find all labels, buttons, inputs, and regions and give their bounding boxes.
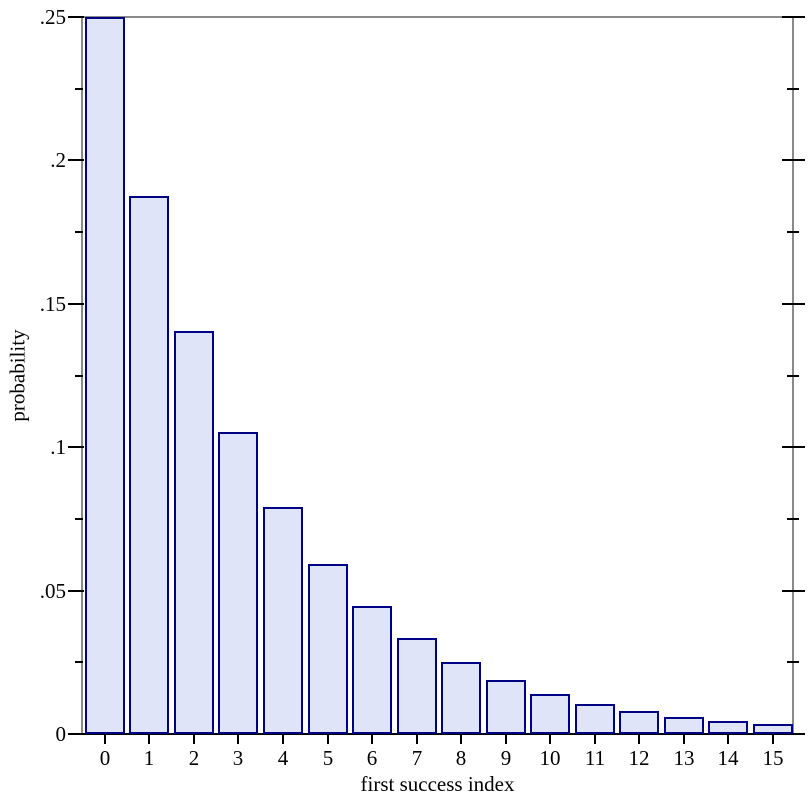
y-major-tick-right — [782, 590, 805, 592]
bar-5 — [308, 564, 348, 734]
y-tick-label: .15 — [39, 292, 66, 316]
x-tick-label: 12 — [628, 746, 650, 770]
bar-7 — [397, 638, 437, 734]
x-major-tick — [282, 735, 284, 744]
y-axis-title: probability — [4, 17, 32, 734]
x-major-tick — [638, 735, 640, 744]
x-tick-label: 8 — [455, 746, 467, 770]
y-major-tick-left — [68, 303, 84, 305]
x-axis-line — [81, 733, 794, 735]
x-major-tick — [148, 735, 150, 744]
bar-0 — [85, 17, 125, 734]
bar-10 — [530, 694, 570, 734]
y-tick-label: .25 — [39, 5, 66, 29]
y-minor-tick-right — [787, 518, 799, 520]
x-tick-label: 9 — [500, 746, 512, 770]
y-major-tick-left — [68, 733, 84, 735]
y-minor-tick-left — [75, 375, 83, 377]
bar-14 — [708, 721, 748, 734]
y-tick-label: 0 — [55, 722, 67, 746]
y-major-tick-right — [782, 733, 805, 735]
x-tick-label: 7 — [411, 746, 423, 770]
bar-9 — [486, 680, 526, 734]
x-tick-label: 1 — [143, 746, 155, 770]
x-major-tick — [772, 735, 774, 744]
y-major-tick-left — [68, 16, 84, 18]
x-major-tick — [416, 735, 418, 744]
y-tick-label: .1 — [50, 435, 66, 459]
x-major-tick — [683, 735, 685, 744]
x-tick-label: 5 — [322, 746, 334, 770]
bar-8 — [441, 662, 481, 734]
y-major-tick-right — [782, 303, 805, 305]
plot-top-border — [81, 16, 794, 18]
bar-12 — [619, 711, 659, 734]
x-major-tick — [327, 735, 329, 744]
x-major-tick — [237, 735, 239, 744]
y-minor-tick-left — [75, 518, 83, 520]
x-tick-label: 10 — [539, 746, 561, 770]
x-tick-label: 4 — [277, 746, 289, 770]
x-tick-label: 2 — [188, 746, 200, 770]
y-tick-label: .2 — [50, 148, 66, 172]
y-major-tick-left — [68, 590, 84, 592]
bar-13 — [664, 717, 704, 734]
bar-1 — [129, 196, 169, 734]
x-major-tick — [371, 735, 373, 744]
x-major-tick — [193, 735, 195, 744]
y-major-tick-right — [782, 159, 805, 161]
bar-15 — [753, 724, 793, 734]
x-major-tick — [549, 735, 551, 744]
x-tick-label: 15 — [762, 746, 784, 770]
y-minor-tick-right — [787, 661, 799, 663]
x-tick-label: 6 — [366, 746, 378, 770]
x-major-tick — [727, 735, 729, 744]
bar-3 — [218, 432, 258, 734]
x-major-tick — [594, 735, 596, 744]
y-axis-title-text: probability — [5, 329, 30, 422]
x-axis-title: first success index — [360, 772, 515, 796]
x-tick-label: 0 — [99, 746, 111, 770]
y-major-tick-right — [782, 446, 805, 448]
bar-4 — [263, 507, 303, 734]
bar-2 — [174, 331, 214, 734]
y-major-tick-left — [68, 159, 84, 161]
y-minor-tick-left — [75, 231, 83, 233]
x-tick-label: 14 — [717, 746, 739, 770]
x-tick-label: 11 — [584, 746, 606, 770]
y-minor-tick-right — [787, 375, 799, 377]
bar-11 — [575, 704, 615, 734]
y-major-tick-left — [68, 446, 84, 448]
x-tick-label: 13 — [673, 746, 695, 770]
y-major-tick-right — [782, 16, 805, 18]
y-minor-tick-right — [787, 88, 799, 90]
y-minor-tick-left — [75, 88, 83, 90]
bar-6 — [352, 606, 392, 734]
x-tick-label: 3 — [232, 746, 244, 770]
x-major-tick — [460, 735, 462, 744]
y-minor-tick-right — [787, 231, 799, 233]
y-tick-label: .05 — [39, 579, 66, 603]
x-major-tick — [104, 735, 106, 744]
x-major-tick — [505, 735, 507, 744]
y-minor-tick-left — [75, 661, 83, 663]
